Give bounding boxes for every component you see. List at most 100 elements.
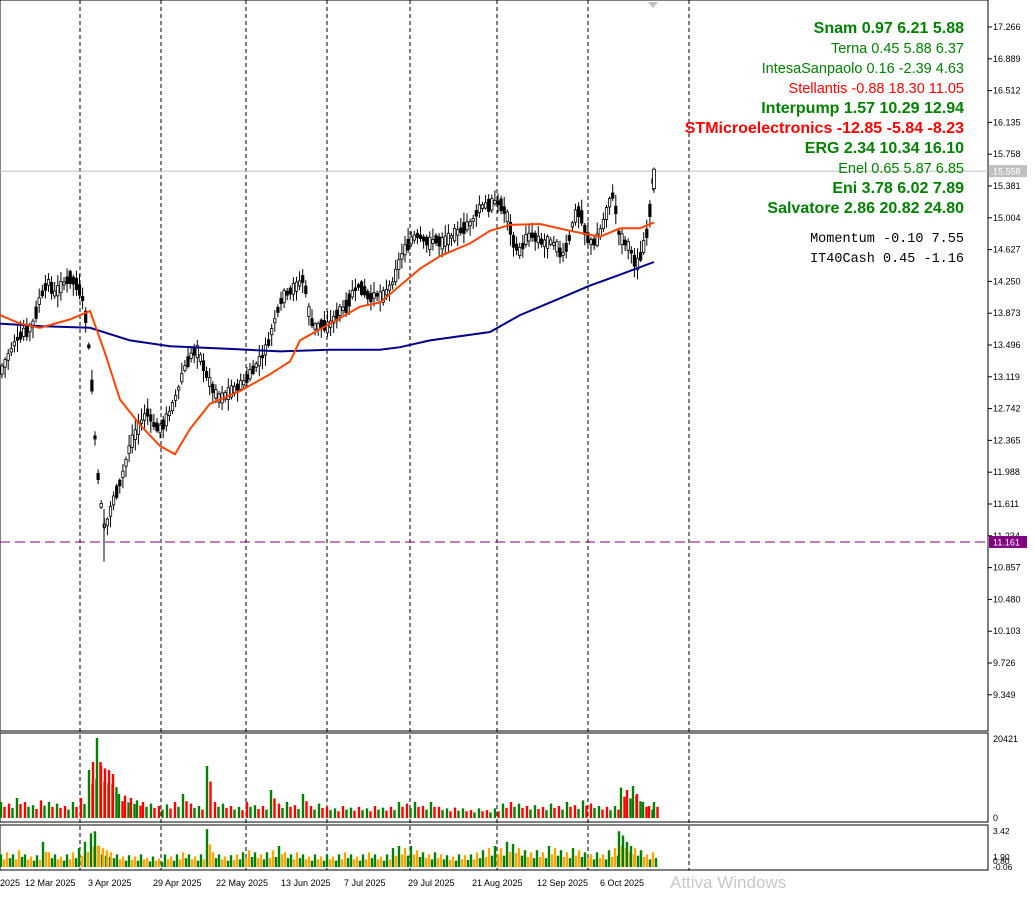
bullish-candle	[381, 290, 385, 303]
price-tick-label: 13.873	[993, 308, 1021, 318]
bearish-candle	[71, 276, 75, 285]
bullish-candle	[108, 505, 113, 517]
bearish-candle	[580, 210, 584, 224]
bullish-candle	[527, 232, 531, 242]
price-tick-label: 12.365	[993, 435, 1021, 445]
bearish-candle	[65, 276, 69, 284]
bullish-candle	[428, 236, 432, 250]
chart-shift-marker[interactable]	[648, 2, 658, 8]
bullish-candle	[480, 204, 485, 209]
bullish-candle	[127, 445, 131, 454]
bullish-candle	[158, 424, 162, 434]
bearish-candle	[502, 206, 506, 214]
bearish-candle	[515, 243, 519, 251]
bearish-candle	[363, 286, 367, 296]
date-axis-label: 12 Sep 2025	[537, 878, 588, 888]
bullish-candle	[449, 235, 454, 239]
bearish-candle	[632, 254, 637, 267]
bullish-candle	[595, 233, 599, 247]
bearish-candle	[74, 277, 78, 291]
bearish-candle	[434, 235, 438, 244]
bullish-candle	[483, 202, 488, 209]
bearish-candle	[245, 374, 249, 383]
symbol-performance-row: Enel 0.65 5.87 6.85	[838, 161, 964, 177]
bearish-candle	[577, 206, 581, 218]
bearish-candle	[276, 306, 280, 313]
current-price-tag	[989, 165, 1027, 178]
price-tick-label: 11.988	[993, 467, 1020, 477]
bearish-candle	[558, 247, 562, 258]
activate-windows-watermark: Attiva Windows	[670, 873, 787, 892]
bearish-candle	[301, 275, 305, 283]
price-tick-label: 16.135	[993, 117, 1021, 127]
bearish-candle	[614, 205, 618, 215]
bullish-candle	[198, 354, 202, 362]
bullish-candle	[561, 251, 565, 256]
bearish-candle	[260, 354, 265, 359]
bullish-candle	[46, 278, 51, 286]
bullish-candle	[12, 341, 16, 347]
bullish-candle	[3, 359, 7, 368]
bullish-candle	[456, 229, 460, 236]
bullish-candle	[394, 268, 398, 283]
price-tick-label: 13.119	[993, 372, 1020, 382]
bearish-candle	[93, 435, 97, 440]
bearish-candle	[146, 408, 150, 417]
bearish-candle	[406, 239, 410, 251]
bullish-candle	[552, 242, 556, 246]
bearish-candle	[415, 232, 420, 238]
bearish-candle	[50, 281, 54, 294]
bullish-candle	[139, 419, 144, 424]
bullish-candle	[446, 232, 451, 246]
bearish-candle	[592, 238, 596, 246]
bearish-candle	[375, 293, 379, 297]
bearish-candle	[629, 250, 633, 254]
symbol-performance-row: Stellantis -0.88 18.30 11.05	[789, 81, 964, 97]
oscillator-plot-frame	[0, 824, 989, 871]
current-price-tag-label: 15.558	[993, 167, 1021, 177]
bullish-candle	[601, 219, 606, 230]
bullish-candle	[443, 235, 447, 247]
symbol-performance-row: Terna 0.45 5.88 6.37	[831, 41, 964, 57]
support-price-tag	[989, 535, 1027, 548]
bearish-candle	[344, 299, 348, 314]
date-axis-label: 6 Oct 2025	[600, 878, 644, 888]
bullish-candle	[53, 290, 57, 297]
bearish-candle	[369, 293, 373, 303]
date-axis-label: 7 Jul 2025	[344, 878, 386, 888]
bearish-candle	[204, 371, 209, 378]
bullish-candle	[226, 387, 230, 400]
bearish-candle	[521, 242, 525, 250]
bullish-candle	[589, 239, 593, 245]
bearish-candle	[564, 242, 568, 252]
bullish-candle	[390, 281, 395, 286]
bearish-candle	[611, 192, 615, 199]
date-axis-label: 13 Jun 2025	[281, 878, 331, 888]
bullish-candle	[307, 306, 311, 317]
candles-group	[0, 167, 656, 562]
price-tick-label: 11.234	[993, 531, 1020, 541]
volume-plot-frame	[0, 732, 989, 823]
symbol-performance-row: IntesaSanpaolo 0.16 -2.39 4.63	[762, 61, 964, 77]
bearish-candle	[15, 336, 20, 341]
bullish-candle	[573, 209, 578, 223]
price-tick-label: 9.349	[993, 690, 1016, 700]
bullish-candle	[608, 197, 612, 208]
price-tick-label: 12.742	[993, 404, 1021, 414]
bullish-candle	[173, 394, 178, 401]
date-axis-label: 29 Jul 2025	[408, 878, 455, 888]
bearish-candle	[285, 290, 289, 296]
bearish-candle	[530, 232, 534, 238]
bearish-candle	[149, 414, 153, 422]
oscillator-axis-label: 0.80	[993, 856, 1010, 866]
bearish-candle	[366, 291, 370, 300]
bullish-candle	[400, 253, 404, 260]
price-tick-label: 15.381	[993, 181, 1021, 191]
bullish-candle	[164, 413, 168, 427]
bullish-candle	[555, 241, 559, 253]
bearish-candle	[645, 228, 649, 238]
bearish-candle	[192, 347, 196, 356]
bearish-candle	[251, 365, 255, 374]
